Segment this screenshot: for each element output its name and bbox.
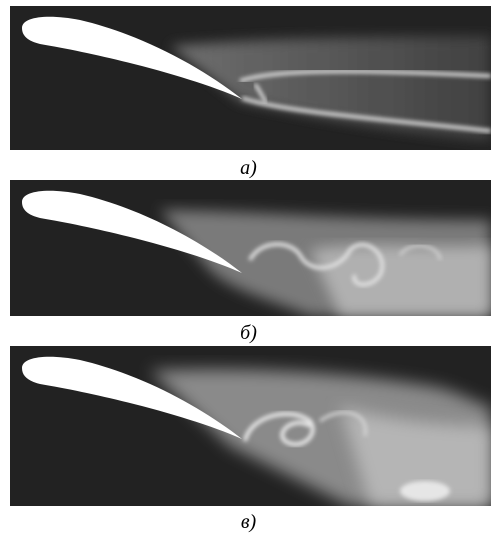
flow-image-a [10,6,491,150]
flow-panel-b [10,180,491,316]
flow-image-b [10,180,491,316]
flow-panel-c [10,346,491,506]
caption-b: б) [240,322,257,344]
caption-a: а) [240,157,257,179]
flow-panel-a [10,6,491,150]
flow-image-c [10,346,491,506]
airfoil-shape-a [22,16,242,100]
caption-c: в) [240,511,257,533]
airfoil-shape-b [22,190,242,273]
airfoil-shape-c [22,356,242,439]
